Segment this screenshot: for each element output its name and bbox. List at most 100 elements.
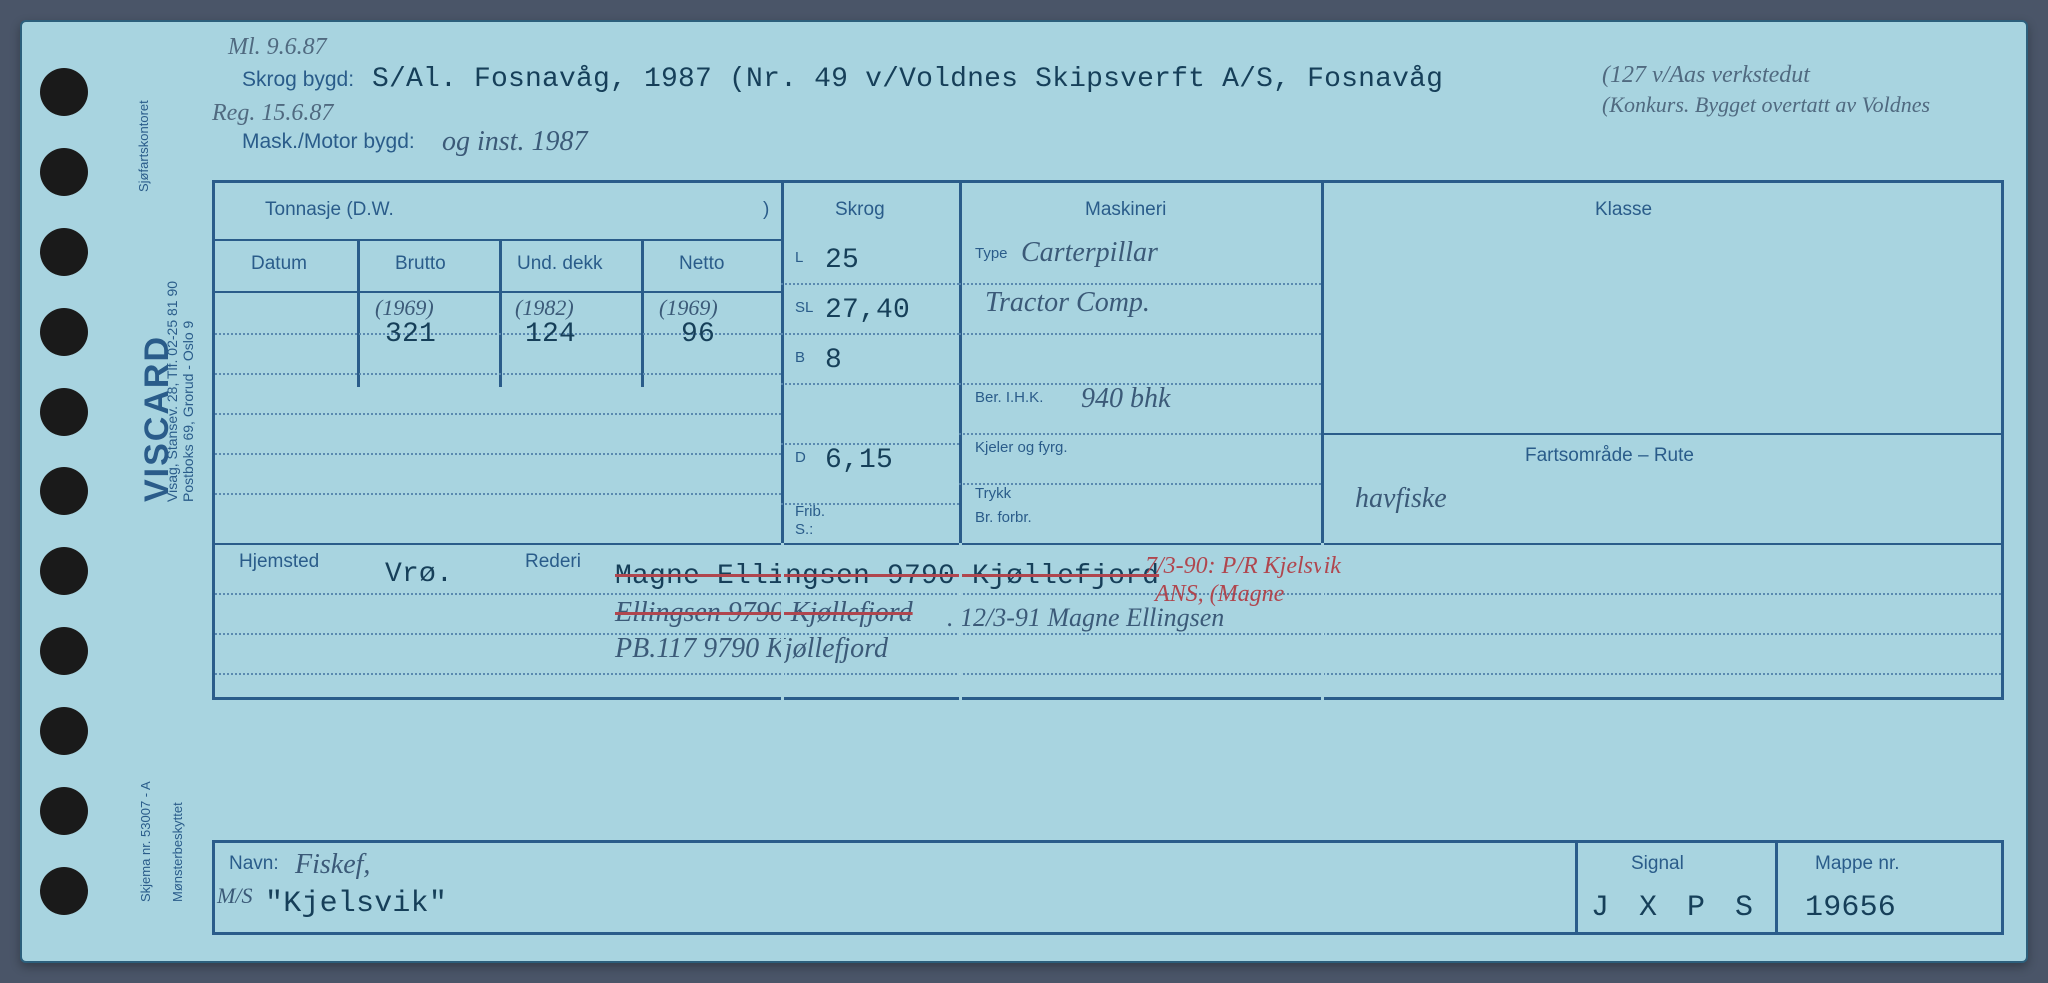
navn-name: "Kjelsvik" — [265, 887, 447, 921]
ml-date: Ml. 9.6.87 — [228, 34, 327, 61]
hole — [40, 707, 88, 755]
type2-val: Tractor Comp. — [985, 287, 1150, 319]
netto-year: (1969) — [659, 295, 718, 321]
vline — [641, 239, 644, 387]
kjeler-label: Kjeler og fyrg. — [975, 439, 1068, 456]
skjema-label: Skjema nr. 53007 - A — [138, 781, 153, 902]
index-card: Sjøfartskontoret VISCARD Visag, Stansev.… — [20, 20, 2028, 963]
brutto-val: 321 — [385, 319, 436, 350]
hole — [40, 467, 88, 515]
trykk-label: Trykk — [975, 485, 1011, 502]
klasse-header: Klasse — [1595, 199, 1652, 221]
SL-label: SL — [795, 299, 813, 316]
vline-mask — [1321, 543, 1324, 703]
vline-mask — [959, 543, 962, 703]
dotrow — [781, 383, 959, 385]
skrog-note: (127 v/Aas verkstedut — [1602, 62, 1810, 89]
s-label: S.: — [795, 521, 813, 538]
dotrow — [959, 333, 1321, 335]
netto-header: Netto — [679, 253, 724, 275]
vline-mask — [781, 543, 784, 703]
hline — [1321, 433, 2001, 435]
type-val: Carterpillar — [1021, 237, 1158, 269]
rederi-line1-note: 7/3-90: P/R Kjelsvik — [1145, 553, 1341, 580]
monster-label: Mønsterbeskyttet — [170, 802, 185, 902]
dotrow — [959, 483, 1321, 485]
vline — [357, 239, 360, 387]
frib-label: Frib. — [795, 503, 825, 520]
navn-pre2: Fiskef, — [295, 849, 370, 881]
main-grid: Tonnasje (D.W. ) Skrog Maskineri Klasse … — [212, 180, 2004, 700]
hole — [40, 627, 88, 675]
dotrow — [215, 593, 2001, 595]
hole — [40, 388, 88, 436]
dotrow — [215, 673, 2001, 675]
dotrow — [959, 433, 1321, 435]
hjemsted-val: Vrø. — [385, 559, 453, 590]
reg-date: Reg. 15.6.87 — [212, 100, 333, 127]
mappe-val: 19656 — [1805, 891, 1896, 925]
fart-val: havfiske — [1355, 483, 1447, 515]
und-val: 124 — [525, 319, 576, 350]
hole — [40, 68, 88, 116]
binder-holes — [40, 22, 100, 961]
ber-label: Ber. I.H.K. — [975, 389, 1043, 406]
brutto-header: Brutto — [395, 253, 446, 275]
rederi-line1: Magne Ellingsen 9790 Kjøllefjord — [615, 561, 1159, 592]
hole — [40, 547, 88, 595]
dotrow — [781, 333, 959, 335]
fart-header -header: Fartsområde – Rute — [1525, 445, 1694, 467]
mask-value: og inst. 1987 — [442, 126, 587, 158]
hline — [215, 291, 781, 293]
netto-val: 96 — [681, 319, 715, 350]
dotrow — [215, 373, 781, 375]
L-label: L — [795, 249, 803, 266]
und-header: Und. dekk — [517, 253, 603, 275]
sjofart-label: Sjøfartskontoret — [136, 100, 151, 192]
vline — [1575, 843, 1578, 932]
skrog-note2: (Konkurs. Bygget overtatt av Voldnes — [1602, 92, 1930, 118]
und-year: (1982) — [515, 295, 574, 321]
bottom-grid: Navn: Fiskef, M/S "Kjelsvik" Signal J X … — [212, 840, 2004, 935]
br-label: Br. forbr. — [975, 509, 1032, 526]
D-label: D — [795, 449, 806, 466]
rederi-label: Rederi — [525, 551, 581, 573]
dotrow — [215, 413, 781, 415]
skrog-header: Skrog — [835, 199, 885, 221]
navn-prefix: M/S — [217, 883, 252, 909]
mappe-label: Mappe nr. — [1815, 853, 1900, 875]
viscard-addr2: Postboks 69, Grorud - Oslo 9 — [180, 321, 196, 502]
dotrow — [959, 283, 1321, 285]
B-val: 8 — [825, 345, 842, 376]
vline — [1775, 843, 1778, 932]
side-label-area: Sjøfartskontoret VISCARD Visag, Stansev.… — [130, 22, 200, 961]
mask-label: Mask./Motor bygd: — [242, 130, 415, 154]
skrog-bygd-label: Skrog bygd: — [242, 68, 354, 92]
tonnasje-header: Tonnasje (D.W. — [265, 199, 394, 221]
vline — [499, 239, 502, 387]
dotrow — [215, 493, 781, 495]
hole — [40, 308, 88, 356]
hole — [40, 148, 88, 196]
content-area: Ml. 9.6.87 Skrog bygd: S/Al. Fosnavåg, 1… — [212, 40, 2004, 939]
B-label: B — [795, 349, 805, 366]
hole — [40, 787, 88, 835]
L-val: 25 — [825, 245, 859, 276]
maskineri-header: Maskineri — [1085, 199, 1166, 221]
hline — [215, 543, 2001, 545]
skrog-bygd-value: S/Al. Fosnavåg, 1987 (Nr. 49 v/Voldnes S… — [372, 64, 1443, 95]
hole — [40, 867, 88, 915]
datum-header: Datum — [251, 253, 307, 275]
dotrow — [215, 453, 781, 455]
rederi-line2: Ellingsen 9790 Kjøllefjord — [615, 597, 913, 629]
signal-val: J X P S — [1591, 891, 1759, 925]
hline — [215, 239, 781, 241]
ber-val: 940 bhk — [1081, 383, 1170, 415]
brutto-year: (1969) — [375, 295, 434, 321]
SL-val: 27,40 — [825, 295, 910, 326]
hole — [40, 228, 88, 276]
navn-label: Navn: — [229, 853, 279, 875]
D-val: 6,15 — [825, 445, 893, 476]
signal-label: Signal — [1631, 853, 1684, 875]
dotrow — [215, 633, 2001, 635]
